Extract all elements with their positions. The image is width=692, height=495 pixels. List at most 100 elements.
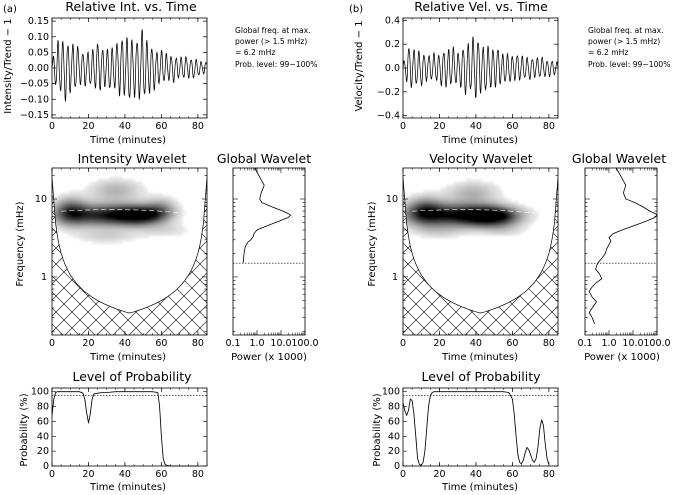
power-cell	[162, 223, 166, 228]
power-cell	[470, 187, 474, 191]
power-cell	[172, 204, 176, 208]
power-cell	[490, 181, 494, 186]
power-cell	[104, 209, 108, 214]
power-cell	[137, 226, 141, 230]
power-cell	[92, 193, 96, 197]
power-cell	[107, 237, 111, 241]
power-cell	[468, 223, 472, 228]
power-cell	[508, 218, 512, 222]
power-cell	[99, 240, 103, 244]
power-cell	[500, 209, 504, 214]
power-cell	[450, 223, 454, 228]
power-cell	[443, 190, 447, 194]
power-cell	[132, 226, 136, 230]
power-cell	[137, 193, 141, 197]
power-cell	[129, 206, 133, 211]
power-cell	[67, 215, 71, 219]
power-cell	[505, 218, 509, 222]
power-cell	[177, 232, 181, 236]
power-cell	[490, 198, 494, 202]
power-cell	[107, 206, 111, 211]
power-cell	[107, 240, 111, 244]
power-cell	[129, 209, 133, 214]
power-cell	[104, 215, 108, 219]
power-cell	[117, 190, 121, 194]
power-cell	[97, 190, 101, 194]
power-cell	[468, 187, 472, 191]
power-cell	[154, 232, 158, 236]
power-cell	[67, 195, 71, 200]
power-cell	[84, 237, 88, 241]
power-cell	[500, 229, 504, 233]
power-cell	[132, 193, 136, 197]
power-cell	[99, 209, 103, 214]
power-cell	[57, 201, 61, 205]
power-cell	[483, 226, 487, 230]
power-cell	[423, 229, 427, 233]
power-cell	[117, 201, 121, 205]
power-cell	[109, 193, 113, 197]
power-cell	[475, 206, 479, 211]
power-cell	[102, 179, 106, 183]
power-cell	[470, 226, 474, 230]
power-cell	[174, 220, 178, 225]
power-cell	[505, 209, 509, 214]
power-cell	[164, 229, 168, 233]
power-cell	[490, 223, 494, 228]
power-cell	[127, 237, 131, 241]
power-cell	[445, 215, 449, 219]
power-cell	[182, 212, 186, 216]
power-cell	[162, 212, 166, 216]
power-cell	[114, 198, 118, 202]
power-cell	[124, 220, 128, 225]
power-cell	[445, 184, 449, 189]
power-cell	[72, 190, 76, 194]
power-cell	[129, 184, 133, 189]
power-cell	[119, 237, 123, 241]
power-cell	[172, 218, 176, 222]
power-cell	[500, 218, 504, 222]
power-cell	[488, 193, 492, 197]
power-cell	[164, 212, 168, 216]
x-tick-label: 0	[49, 469, 55, 480]
power-cell	[430, 193, 434, 197]
power-cell	[62, 195, 66, 200]
power-cell	[458, 190, 462, 194]
power-cell	[109, 198, 113, 202]
power-cell	[164, 220, 168, 225]
power-cell	[420, 215, 424, 219]
power-cell	[405, 220, 409, 225]
power-cell	[483, 190, 487, 194]
note-line: = 6.2 mHz	[235, 48, 275, 57]
power-cell	[117, 220, 121, 225]
power-cell	[433, 229, 437, 233]
power-cell	[129, 212, 133, 216]
power-cell	[463, 201, 467, 205]
power-cell	[127, 234, 131, 239]
power-cell	[505, 198, 509, 202]
power-cell	[92, 209, 96, 214]
power-cell	[159, 195, 163, 200]
power-cell	[470, 201, 474, 205]
power-cell	[112, 209, 116, 214]
power-cell	[132, 234, 136, 239]
power-cell	[493, 226, 497, 230]
power-cell	[69, 223, 73, 228]
power-cell	[82, 220, 86, 225]
power-cell	[139, 198, 143, 202]
power-cell	[420, 195, 424, 200]
power-cell	[458, 226, 462, 230]
chart-marks: 0 20 40 60 80−0.15−0.10−0.050.000.050.100.15…	[20, 15, 671, 480]
power-cell	[433, 195, 437, 200]
power-cell	[94, 226, 98, 230]
power-cell	[443, 215, 447, 219]
power-cell	[465, 215, 469, 219]
power-cell	[500, 232, 504, 236]
power-cell	[169, 212, 173, 216]
power-cell	[109, 223, 113, 228]
power-cell	[483, 184, 487, 189]
power-cell	[142, 195, 146, 200]
power-cell	[405, 209, 409, 214]
power-cell	[79, 204, 83, 208]
power-cell	[79, 206, 83, 211]
